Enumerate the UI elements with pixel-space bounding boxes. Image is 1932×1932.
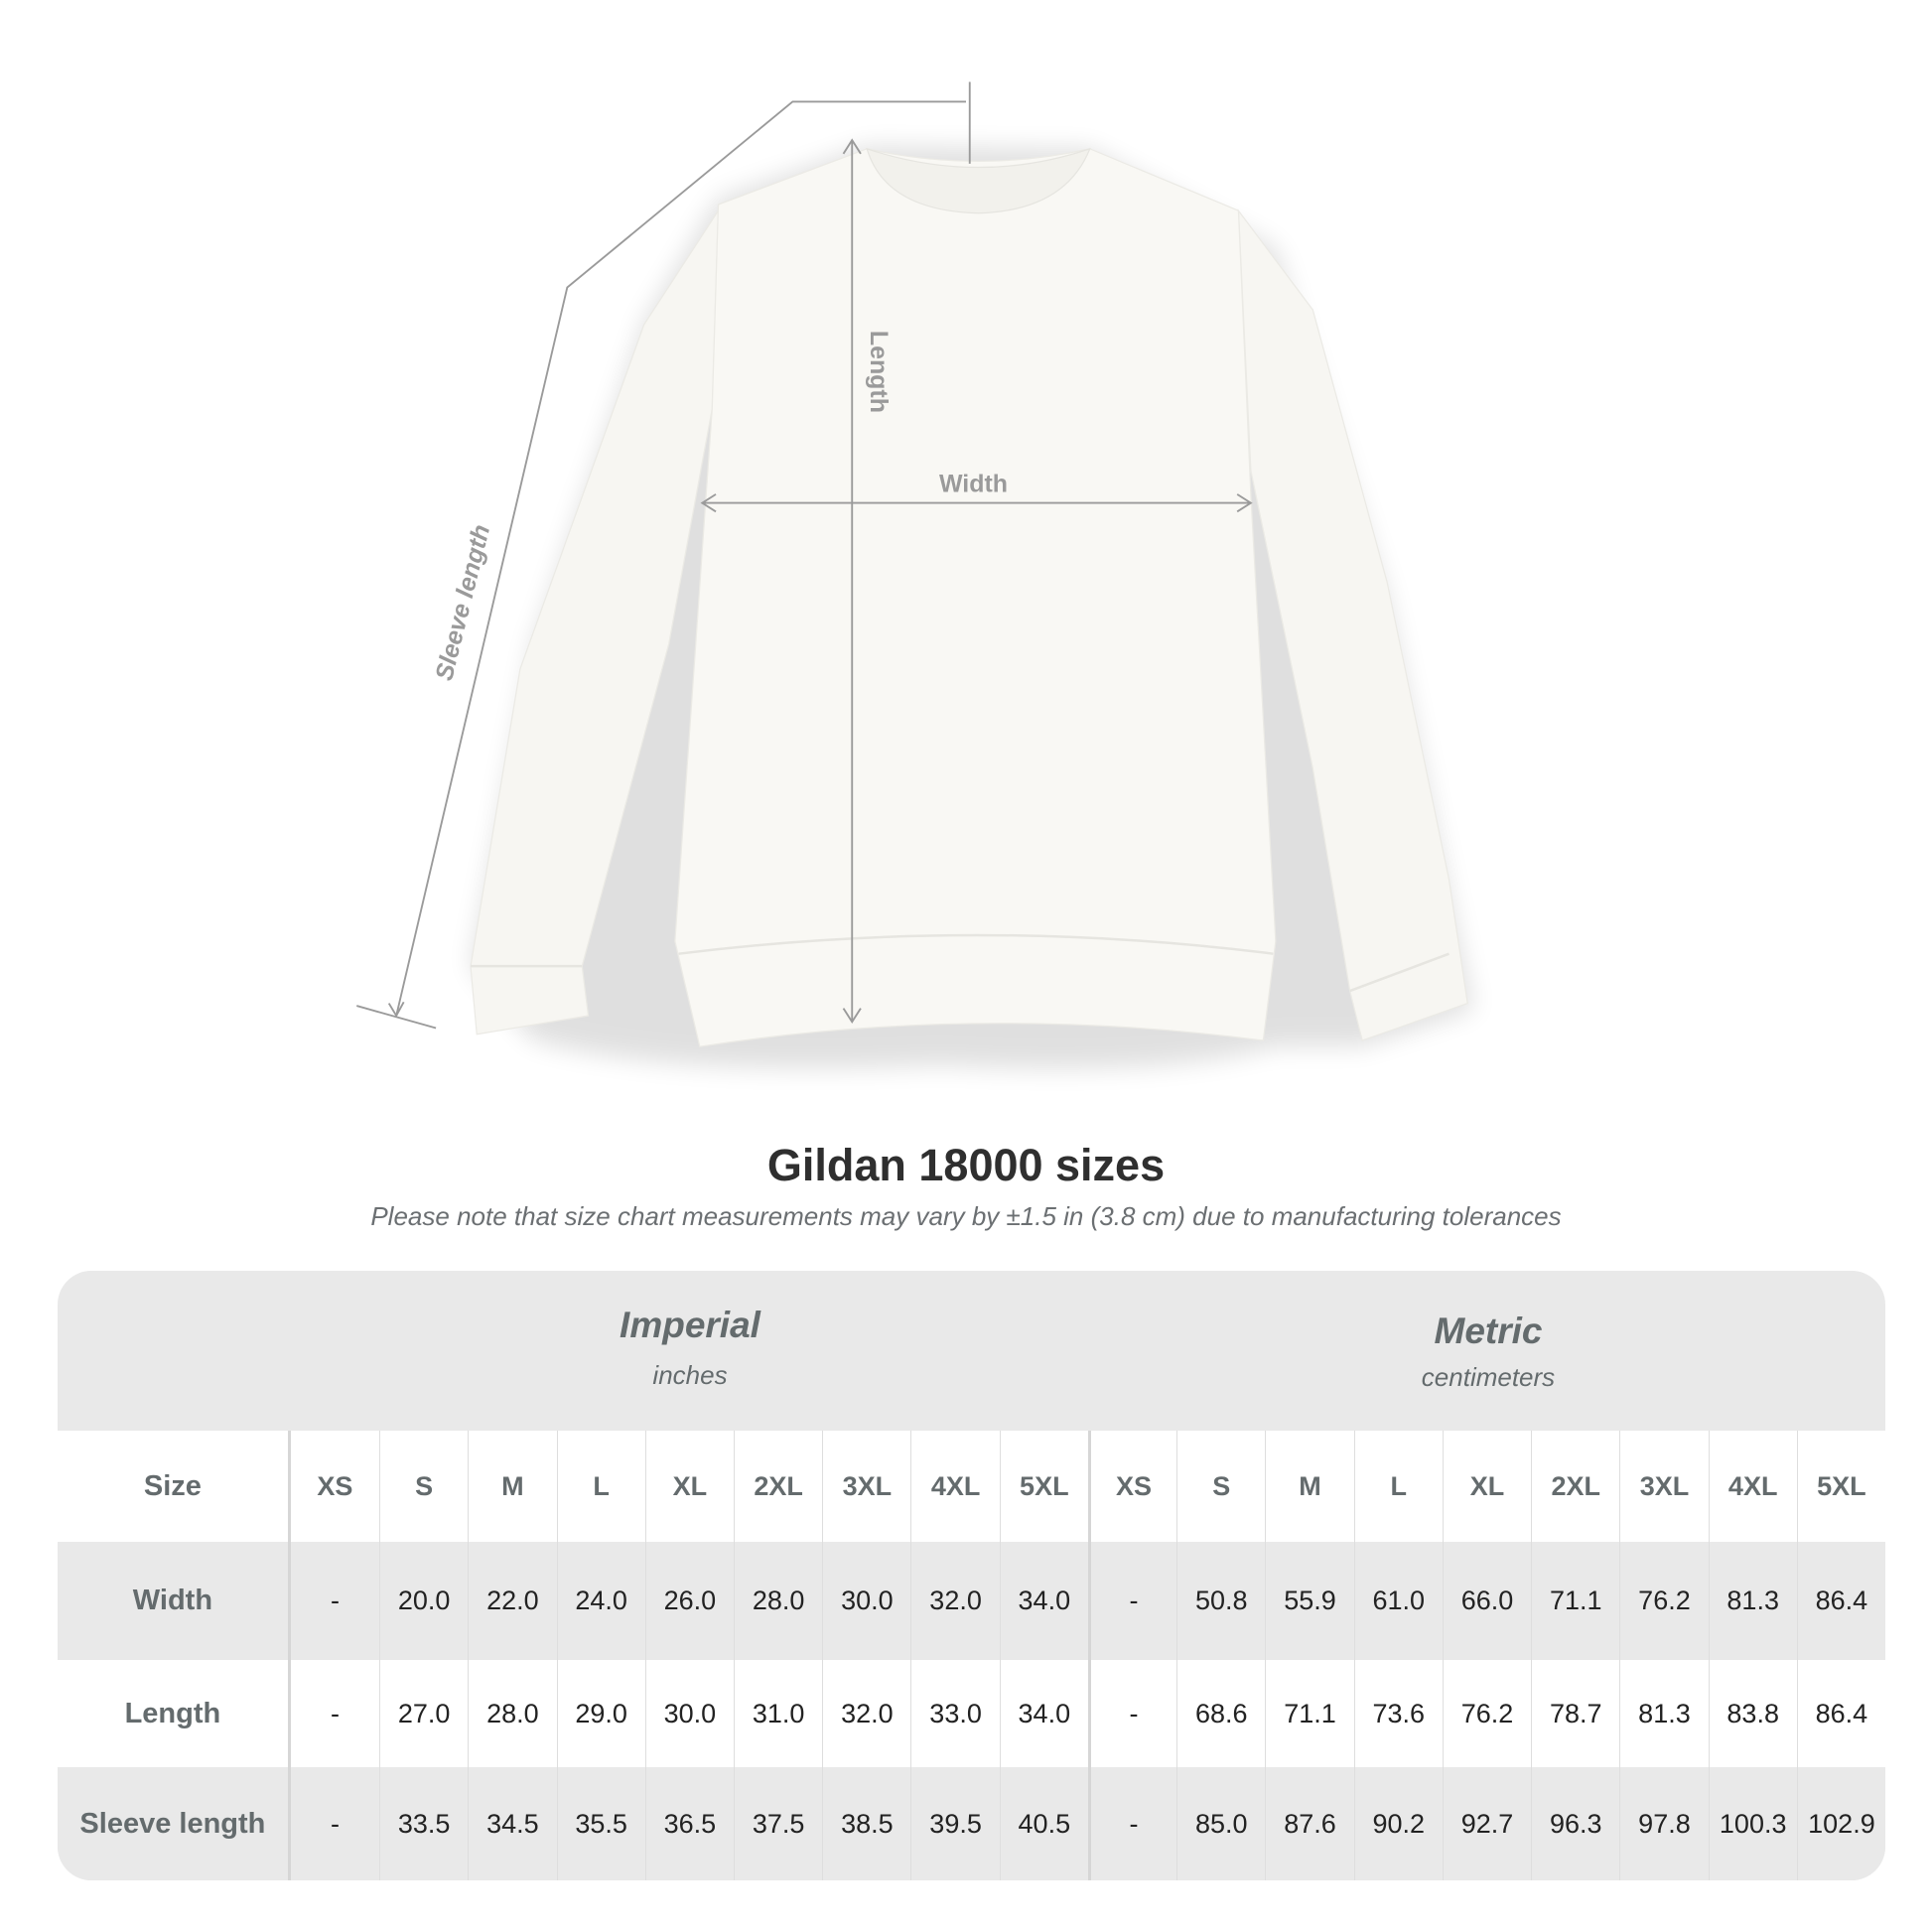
metric-value-cell: 83.8 <box>1708 1660 1797 1767</box>
imperial-size-header: S <box>379 1431 468 1542</box>
metric-size-header: XL <box>1442 1431 1531 1542</box>
imperial-value-cell: 30.0 <box>822 1542 910 1660</box>
row-label: Sleeve length <box>58 1767 291 1880</box>
length-label: Length <box>865 331 893 413</box>
imperial-header: Imperial inches <box>291 1271 1089 1431</box>
metric-size-header: M <box>1265 1431 1353 1542</box>
imperial-value-cell: 33.5 <box>379 1767 468 1880</box>
tolerance-note: Please note that size chart measurements… <box>370 1201 1562 1231</box>
metric-value-cell: 81.3 <box>1708 1542 1797 1660</box>
imperial-value-cell: 28.0 <box>468 1660 556 1767</box>
imperial-value-cell: - <box>330 1586 340 1615</box>
imperial-size-header: M <box>468 1431 556 1542</box>
imperial-value-cell: 31.0 <box>734 1660 822 1767</box>
metric-value-cell: 66.0 <box>1442 1542 1531 1660</box>
metric-value-cell: 71.1 <box>1265 1660 1353 1767</box>
size-table: Imperial inches Metric centimeters Size X… <box>58 1271 1885 1880</box>
metric-value-cell: - <box>1087 1660 1176 1767</box>
row-label: Length <box>58 1660 291 1767</box>
imperial-value-cell: 20.0 <box>379 1542 468 1660</box>
imperial-value-cell: 28.0 <box>734 1542 822 1660</box>
imperial-value-cell: 37.5 <box>734 1767 822 1880</box>
metric-value-cell: 68.6 <box>1176 1660 1265 1767</box>
metric-value-cell: 87.6 <box>1265 1767 1353 1880</box>
metric-value-cell: 81.3 <box>1619 1660 1708 1767</box>
imperial-value-cell: 36.5 <box>644 1767 734 1880</box>
sleeve-length-label: Sleeve length <box>430 522 495 684</box>
imperial-value-cell: 34.5 <box>468 1767 556 1880</box>
row-label: Width <box>58 1542 291 1660</box>
sweatshirt-image <box>470 146 1474 1069</box>
table-row-sleeve-length: Sleeve length - 33.5 34.5 35.5 36.5 37.5 38.5 39… <box>58 1767 1885 1880</box>
imperial-value-cell: 35.5 <box>556 1767 645 1880</box>
metric-value-cell: 50.8 <box>1176 1542 1265 1660</box>
metric-value-cell: 100.3 <box>1708 1767 1797 1880</box>
imperial-size-header: XS <box>317 1470 353 1501</box>
imperial-value-cell: 34.0 <box>999 1542 1088 1660</box>
imperial-size-header: 2XL <box>734 1431 822 1542</box>
metric-size-header: 2XL <box>1531 1431 1619 1542</box>
metric-value-cell: 73.6 <box>1353 1660 1443 1767</box>
metric-value-cell: 92.7 <box>1442 1767 1531 1880</box>
metric-title: Metric <box>1434 1311 1543 1351</box>
metric-value-cell: - <box>1087 1767 1176 1880</box>
measurement-lines <box>356 81 1253 1030</box>
imperial-value-cell: 32.0 <box>822 1660 910 1767</box>
sweatshirt-diagram: Length Width Sleeve length <box>356 81 1474 1069</box>
metric-size-header: XS <box>1087 1431 1176 1542</box>
imperial-value-cell: 40.5 <box>999 1767 1088 1880</box>
metric-unit: centimeters <box>1421 1362 1556 1392</box>
imperial-value-cell: 22.0 <box>468 1542 556 1660</box>
imperial-value-cell: 29.0 <box>556 1660 645 1767</box>
metric-value-cell: 90.2 <box>1353 1767 1443 1880</box>
imperial-value-cell: 34.0 <box>999 1660 1088 1767</box>
imperial-value-cell: 32.0 <box>910 1542 999 1660</box>
imperial-title: Imperial <box>620 1305 760 1345</box>
imperial-size-header: 4XL <box>910 1431 999 1542</box>
metric-size-header: S <box>1176 1431 1265 1542</box>
metric-value-cell: 61.0 <box>1353 1542 1443 1660</box>
metric-value-cell: 71.1 <box>1531 1542 1619 1660</box>
row-label: Size <box>58 1431 291 1542</box>
imperial-value-cell: 26.0 <box>644 1542 734 1660</box>
imperial-unit: inches <box>652 1360 728 1390</box>
metric-value-cell: 86.4 <box>1796 1542 1885 1660</box>
metric-value-cell: 76.2 <box>1442 1660 1531 1767</box>
metric-value-cell: 85.0 <box>1176 1767 1265 1880</box>
metric-value-cell: 96.3 <box>1531 1767 1619 1880</box>
imperial-size-header: 3XL <box>822 1431 910 1542</box>
metric-value-cell: 78.7 <box>1531 1660 1619 1767</box>
imperial-value-cell: - <box>330 1698 340 1728</box>
metric-header: Metric centimeters <box>1089 1271 1885 1431</box>
metric-size-header: 3XL <box>1619 1431 1708 1542</box>
imperial-size-header: XL <box>644 1431 734 1542</box>
imperial-value-cell: 27.0 <box>379 1660 468 1767</box>
metric-value-cell: 76.2 <box>1619 1542 1708 1660</box>
width-label: Width <box>939 470 1008 497</box>
imperial-value-cell: - <box>330 1808 340 1839</box>
metric-value-cell: 102.9 <box>1796 1767 1885 1880</box>
metric-size-header: 5XL <box>1796 1431 1885 1542</box>
size-row: Size XS S M L XL 2XL 3XL 4XL 5XL XS S M L XL 2XL 3XL 4XL 5… <box>58 1431 1885 1542</box>
metric-value-cell: 86.4 <box>1796 1660 1885 1767</box>
imperial-value-cell: 30.0 <box>644 1660 734 1767</box>
metric-value-cell: 97.8 <box>1619 1767 1708 1880</box>
metric-value-cell: 55.9 <box>1265 1542 1353 1660</box>
imperial-size-header: 5XL <box>999 1431 1088 1542</box>
imperial-value-cell: 39.5 <box>910 1767 999 1880</box>
imperial-size-header: L <box>556 1431 645 1542</box>
metric-value-cell: - <box>1087 1542 1176 1660</box>
page-title: Gildan 18000 sizes <box>766 1140 1166 1190</box>
metric-size-header: L <box>1353 1431 1443 1542</box>
table-row-length: Length -27.0 28.0 29.0 30.0 31.0 32.0 33.0 34.0-… <box>58 1660 1885 1767</box>
imperial-value-cell: 24.0 <box>556 1542 645 1660</box>
metric-size-header: 4XL <box>1708 1431 1797 1542</box>
table-row-width: Width -20.0 22.0 24.0 26.0 28.0 30.0 32.0 34.0-5… <box>58 1542 1885 1660</box>
imperial-value-cell: 33.0 <box>910 1660 999 1767</box>
imperial-value-cell: 38.5 <box>822 1767 910 1880</box>
